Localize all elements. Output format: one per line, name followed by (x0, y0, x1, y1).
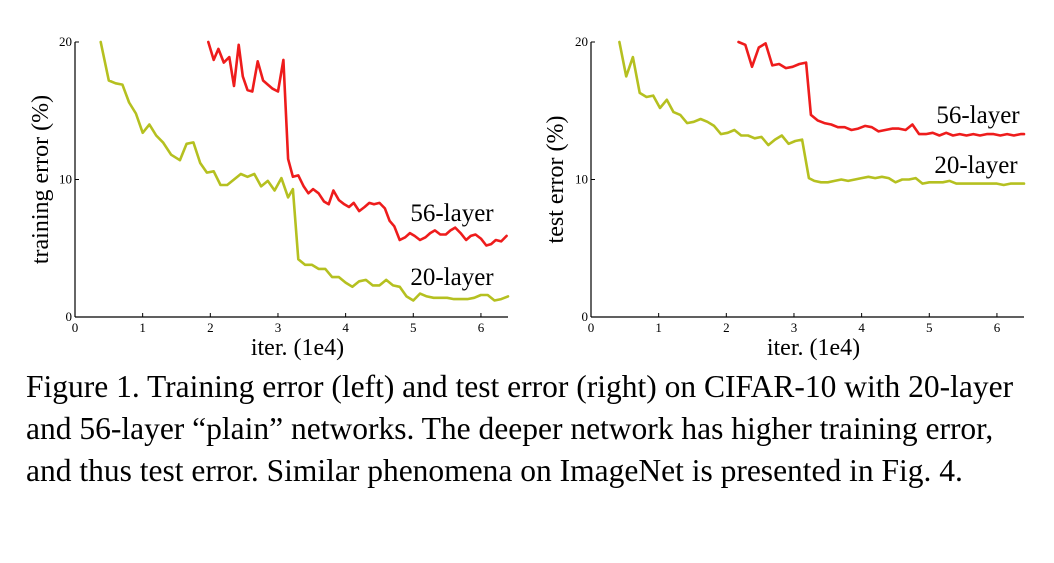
test-error-chart-svg: 0 1 2 3 4 5 6 0 10 20 iter. (1e4) test error (%) 56-… (543, 34, 1026, 361)
x-tick-label: 3 (791, 320, 798, 335)
series-line-56-layer (207, 40, 508, 247)
y-tick-label: 10 (59, 172, 72, 187)
series-line-56-layer (737, 40, 1026, 137)
x-tick-label: 5 (410, 320, 417, 335)
training-error-chart: 0 1 2 3 4 5 6 0 10 20 iter. (1e4) training error (%… (0, 0, 527, 362)
series-line-20-layer (99, 40, 510, 302)
x-tick-label: 0 (588, 320, 595, 335)
series-label-56-layer: 56-layer (410, 200, 494, 227)
x-tick-label: 1 (655, 320, 662, 335)
x-axis-label: iter. (1e4) (251, 335, 344, 361)
series-label-20-layer: 20-layer (410, 264, 494, 291)
series-label-20-layer: 20-layer (934, 152, 1018, 179)
y-axis-label: training error (%) (28, 95, 54, 264)
y-tick-label: 10 (575, 172, 588, 187)
x-tick-label: 6 (478, 320, 485, 335)
training-error-chart-svg: 0 1 2 3 4 5 6 0 10 20 iter. (1e4) training error (%… (28, 34, 510, 361)
x-tick-label: 2 (723, 320, 730, 335)
x-tick-label: 3 (275, 320, 282, 335)
x-tick-label: 2 (207, 320, 214, 335)
series-label-56-layer: 56-layer (936, 102, 1020, 129)
y-tick-label: 0 (66, 309, 73, 324)
x-tick-label: 0 (72, 320, 79, 335)
x-tick-label: 4 (342, 320, 349, 335)
figure-caption: Figure 1. Training error (left) and test… (26, 369, 1014, 488)
y-tick-label: 20 (59, 34, 72, 49)
series-line-20-layer (618, 40, 1026, 187)
x-tick-label: 1 (139, 320, 146, 335)
x-tick-label: 6 (994, 320, 1001, 335)
x-tick-label: 4 (858, 320, 865, 335)
x-axis-label: iter. (1e4) (767, 335, 860, 361)
y-tick-label: 0 (582, 309, 589, 324)
x-tick-label: 5 (926, 320, 933, 335)
test-error-chart: 0 1 2 3 4 5 6 0 10 20 iter. (1e4) test error (%) 56-… (527, 0, 1054, 362)
y-axis-label: test error (%) (543, 116, 569, 244)
y-tick-label: 20 (575, 34, 588, 49)
